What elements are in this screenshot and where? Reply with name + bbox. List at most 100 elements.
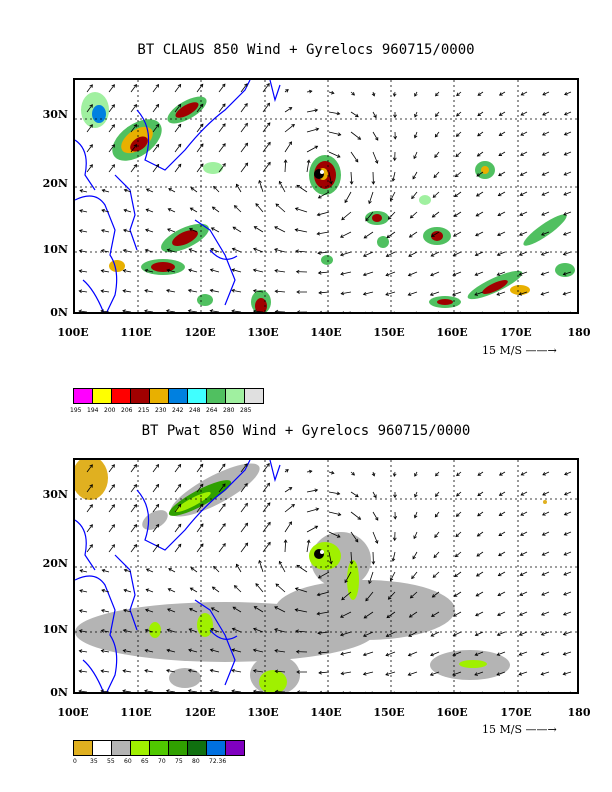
wind-vector [474,291,484,296]
wind-vector-head [452,272,457,277]
wind-vector [542,551,550,556]
wind-vector [240,542,248,553]
wind-vector-head [190,567,195,571]
wind-vector [124,189,132,193]
wind-vector-head [540,272,545,276]
wind-vector-head [222,163,226,167]
wind-vector-head [477,472,482,476]
wind-vector-head [453,312,456,314]
wind-vector-head [497,572,502,577]
wind-vector [130,124,137,133]
wind-vector-head [336,154,341,158]
wind-vector-head [294,228,299,232]
wind-vector-head [144,689,148,692]
wind-vector-head [187,689,192,692]
wind-vector [86,164,93,173]
wind-vector-head [387,216,392,220]
wind-vector-head [188,648,192,653]
wind-vector-head [89,104,93,108]
wind-vector-head [365,217,369,222]
wind-vector-head [144,628,149,633]
wind-vector [174,464,181,473]
panel1-lon-150e: 150E [373,326,405,339]
wind-vector-head [475,232,479,237]
wind-vector [210,628,220,633]
wind-vector-head [564,691,566,692]
wind-vector-head [477,132,481,137]
wind-vector [414,91,418,97]
wind-vector-head [155,163,160,168]
wind-vector [295,229,308,233]
wind-vector [363,231,374,239]
wind-vector-head [496,672,501,676]
wind-vector-head [498,152,503,156]
grid-lines [75,80,577,312]
wind-vector [174,524,182,533]
wind-vector [542,131,550,136]
wind-vector [218,483,226,493]
wind-vector-head [296,290,300,294]
wind-vector [328,471,334,474]
wind-vector [385,271,396,276]
wind-vector [318,291,330,294]
wind-vectors [78,463,572,692]
wind-vector-head [497,212,502,217]
wind-vector [79,270,88,273]
cbar1-label: 194 [87,407,99,414]
wind-vector-head [133,484,137,488]
wind-vector [371,311,373,312]
wind-vector-head [145,228,149,233]
wind-vector [328,131,341,136]
wind-vector [295,588,308,593]
wind-vector [434,131,440,138]
wind-vector [432,211,440,218]
wind-vector [218,83,226,93]
wind-vector [386,251,396,257]
wind-vector-head [211,586,216,591]
wind-vector-head [155,543,160,548]
wind-vector-head [244,83,248,87]
wind-vector [262,142,271,153]
wind-vector [371,691,373,692]
wind-vector-head [518,292,523,296]
wind-vector [477,531,484,537]
wind-vector-head [308,469,313,474]
wind-vector [564,531,572,536]
wind-vector-head [244,103,248,107]
wind-vector-head [253,247,257,252]
wind-vector-head [111,524,115,528]
wind-vector [433,171,440,178]
wind-vector [372,151,378,164]
wind-vector-head [231,268,236,273]
wind-vector [563,631,572,636]
wind-vector-head [190,187,195,191]
wind-vector-head [414,473,418,477]
wind-vector [210,669,220,673]
wind-vector [497,251,506,256]
wind-vector-head [393,136,398,140]
wind-vector-head [209,309,214,312]
wind-vector-head [210,227,215,231]
wind-vector [144,670,154,673]
wind-vector-head [387,691,388,692]
panel1-title: BT CLAUS 850 Wind + Gyrelocs 960715/0000 [137,42,475,58]
wind-vector-head [288,487,293,491]
wind-vector-head [456,492,460,497]
wind-vector [168,188,176,193]
wind-vector [101,670,110,673]
wind-vector [145,609,154,613]
wind-vector-head [144,309,148,312]
wind-vector-head [540,252,545,256]
wind-vector [123,229,132,233]
wind-vector [430,671,440,676]
wind-vector-head [474,292,478,296]
wind-vector-head [122,248,127,253]
wind-vector [414,491,418,498]
grid-lines [75,460,577,692]
wind-vector-head [306,159,311,164]
cbar2-swatch [225,740,245,756]
wind-vector-head [317,270,322,275]
wind-vector-head [373,114,377,119]
wind-vector [409,611,418,618]
wind-vector-head [564,471,568,476]
